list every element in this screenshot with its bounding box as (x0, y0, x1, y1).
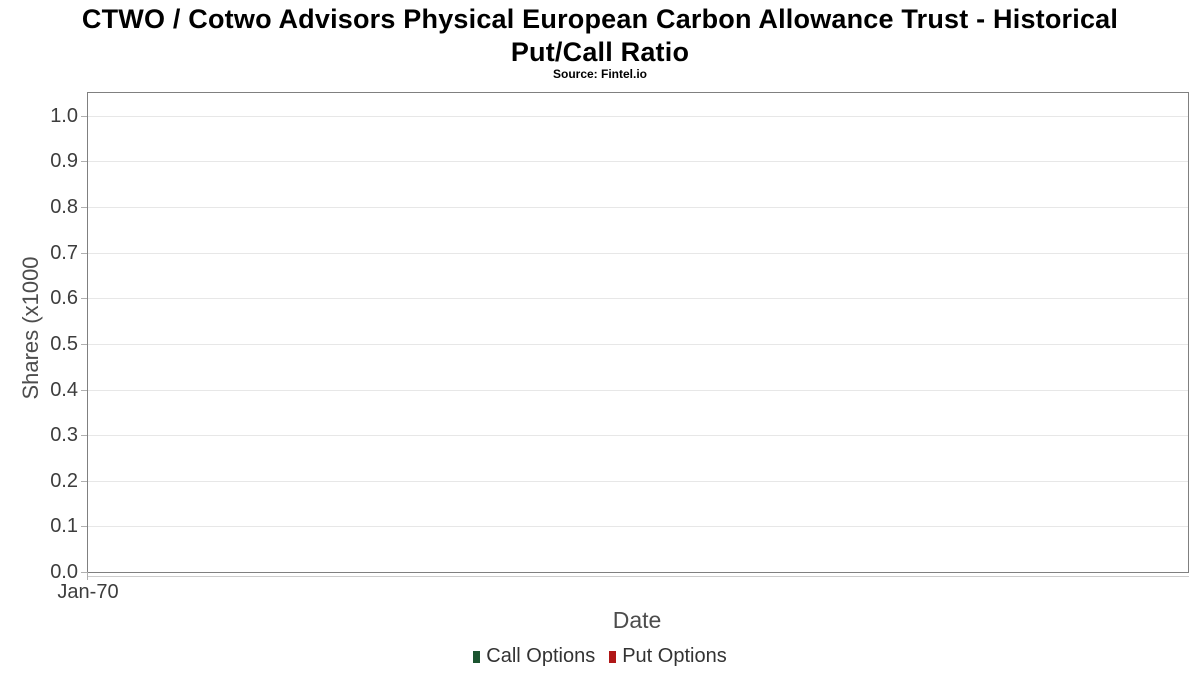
legend-marker-icon (609, 650, 617, 663)
chart-subtitle: Source: Fintel.io (552, 67, 647, 81)
legend: Call Options Put Options (0, 645, 1200, 668)
legend-marker-icon (473, 650, 481, 663)
y-axis-label: Shares (x1000 (18, 256, 43, 400)
x-tick-mark (87, 572, 88, 580)
y-tick-label-0.7: 0.7 (50, 242, 78, 264)
y-tick-mark-0.6 (81, 298, 87, 299)
x-axis-label: Date (612, 607, 662, 633)
y-tick-mark-1.0 (81, 116, 87, 117)
y-tick-mark-0.3 (81, 435, 87, 436)
y-tick-mark-0.0 (81, 572, 87, 573)
y-tick-label-0.8: 0.8 (50, 196, 78, 218)
y-tick-label-0.6: 0.6 (50, 287, 78, 309)
gridline-y-0.1 (88, 526, 1188, 527)
x-axis-line (87, 576, 1189, 577)
gridline-y-0.4 (88, 390, 1188, 391)
y-tick-label-0.3: 0.3 (50, 424, 78, 446)
chart-title: CTWO / Cotwo Advisors Physical European … (0, 3, 1200, 69)
legend-item-call-options[interactable]: Call Options (473, 645, 595, 668)
x-tick-label: Jan-70 (57, 581, 119, 603)
y-tick-mark-0.8 (81, 207, 87, 208)
gridline-y-0.3 (88, 435, 1188, 436)
gridline-y-0.8 (88, 207, 1188, 208)
y-tick-label-0.4: 0.4 (50, 379, 78, 401)
y-tick-mark-0.4 (81, 390, 87, 391)
y-tick-label-0.0: 0.0 (50, 561, 78, 583)
chart-title-line2: Put/Call Ratio (510, 37, 690, 67)
y-tick-label-0.2: 0.2 (50, 470, 78, 492)
plot-area: Jan-70 0.0 0.1 0.2 0.3 0.4 0.5 0.6 0.7 0.8 0.9 1.0 (50, 92, 1189, 603)
y-tick-label-0.9: 0.9 (50, 150, 78, 172)
gridline-y-0.9 (88, 161, 1188, 162)
gridline-y-0.5 (88, 344, 1188, 345)
gridline-y-0.6 (88, 298, 1188, 299)
y-tick-mark-0.5 (81, 344, 87, 345)
gridline-y-0.7 (88, 253, 1188, 254)
gridline-y-0.2 (88, 481, 1188, 482)
y-tick-mark-0.7 (81, 253, 87, 254)
legend-label: Call Options (486, 645, 596, 667)
gridline-y-1.0 (88, 116, 1188, 117)
y-tick-mark-0.9 (81, 161, 87, 162)
y-tick-label-0.1: 0.1 (50, 515, 78, 537)
y-tick-mark-0.1 (81, 526, 87, 527)
y-tick-mark-0.2 (81, 481, 87, 482)
legend-item-put-options[interactable]: Put Options (609, 645, 727, 668)
y-tick-label-1.0: 1.0 (50, 105, 78, 127)
legend-label: Put Options (622, 645, 727, 667)
y-tick-label-0.5: 0.5 (50, 333, 78, 355)
chart-title-line1: CTWO / Cotwo Advisors Physical European … (81, 4, 1119, 34)
